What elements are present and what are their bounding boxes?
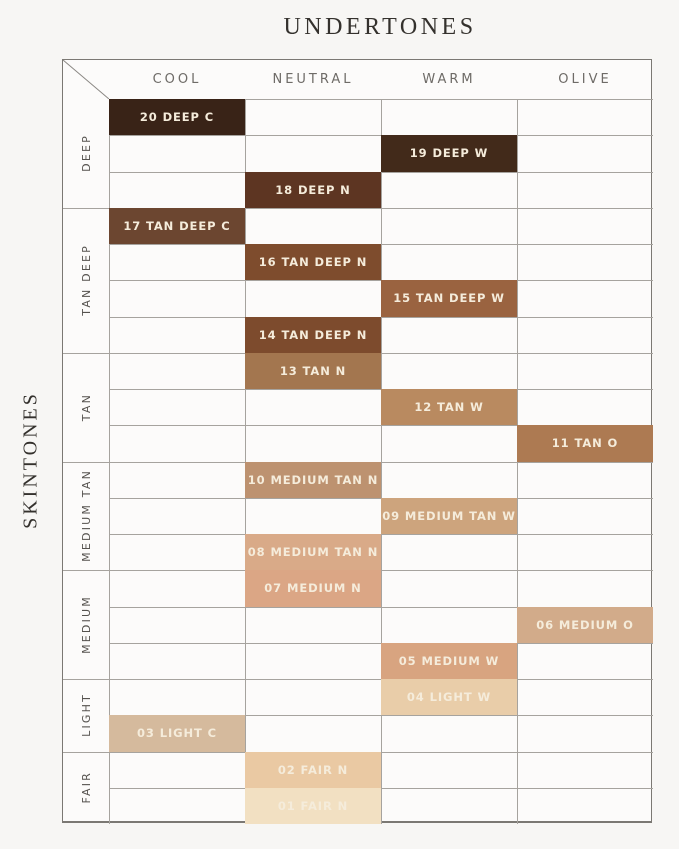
- undertone-header-cool: COOL: [152, 72, 202, 87]
- diagonal-corner-line: [63, 60, 109, 99]
- shade-cell-06-medium-o[interactable]: 06 MEDIUM O: [517, 606, 653, 643]
- shade-cell-14-tan-deep-n[interactable]: 14 TAN DEEP N: [245, 316, 381, 353]
- shade-cell-20-deep-c[interactable]: 20 DEEP C: [109, 99, 245, 136]
- grid-line: [109, 244, 653, 245]
- skintone-group-label: MEDIUM: [79, 595, 93, 655]
- shade-cell-08-medium-tan-n[interactable]: 08 MEDIUM TAN N: [245, 534, 381, 571]
- shade-cell-15-tan-deep-w[interactable]: 15 TAN DEEP W: [381, 280, 517, 317]
- shade-cell-19-deep-w[interactable]: 19 DEEP W: [381, 135, 517, 172]
- shade-cell-12-tan-w[interactable]: 12 TAN W: [381, 389, 517, 426]
- undertone-header-olive: OLIVE: [558, 72, 612, 87]
- skintone-group-label: TAN DEEP: [79, 244, 93, 317]
- undertone-header-warm: WARM: [422, 72, 476, 87]
- shade-cell-18-deep-n[interactable]: 18 DEEP N: [245, 171, 381, 208]
- skintone-group-light: LIGHT: [63, 679, 109, 752]
- skintone-group-label: LIGHT: [79, 693, 93, 738]
- grid-line: [109, 715, 653, 717]
- skintone-group-tan: TAN: [63, 353, 109, 462]
- shade-cell-04-light-w[interactable]: 04 LIGHT W: [381, 679, 517, 716]
- shade-cell-07-medium-n[interactable]: 07 MEDIUM N: [245, 570, 381, 607]
- grid-line: [109, 316, 653, 318]
- skintone-group-label: TAN: [79, 393, 93, 422]
- grid-line: [63, 679, 653, 680]
- shade-cell-05-medium-w[interactable]: 05 MEDIUM W: [381, 642, 517, 679]
- skintone-group-fair: FAIR: [63, 752, 109, 825]
- shade-cell-16-tan-deep-n[interactable]: 16 TAN DEEP N: [245, 244, 381, 281]
- skintone-group-label: MEDIUM TAN: [79, 469, 93, 563]
- skintone-group-medium-tan: MEDIUM TAN: [63, 462, 109, 571]
- undertones-axis-title: UNDERTONES: [283, 14, 477, 40]
- skintone-group-tan-deep: TAN DEEP: [63, 208, 109, 353]
- shade-cell-03-light-c[interactable]: 03 LIGHT C: [109, 715, 245, 752]
- shade-cell-09-medium-tan-w[interactable]: 09 MEDIUM TAN W: [381, 497, 517, 534]
- grid-line: [109, 787, 653, 789]
- shade-grid: COOL NEUTRAL WARM OLIVE DEEP TAN DEEP TAN MEDIU…: [62, 59, 653, 825]
- shade-cell-11-tan-o[interactable]: 11 TAN O: [517, 425, 653, 462]
- shade-cell-01-fair-n[interactable]: 01 FAIR N: [245, 787, 381, 824]
- skintone-group-label: FAIR: [79, 771, 93, 805]
- skintone-group-medium: MEDIUM: [63, 570, 109, 679]
- shade-cell-10-medium-tan-n[interactable]: 10 MEDIUM TAN N: [245, 461, 381, 498]
- grid-line: [109, 425, 653, 427]
- grid-line: [109, 606, 653, 608]
- shade-cell-13-tan-n[interactable]: 13 TAN N: [245, 352, 381, 389]
- grid-line: [63, 207, 653, 209]
- skintone-group-deep: DEEP: [63, 99, 109, 208]
- grid-line: [109, 534, 653, 535]
- skintone-group-label: DEEP: [79, 134, 93, 173]
- skintones-axis-title: SKINTONES: [19, 391, 42, 529]
- undertone-header-neutral: NEUTRAL: [272, 72, 354, 87]
- shade-cell-02-fair-n[interactable]: 02 FAIR N: [245, 751, 381, 788]
- grid-line: [109, 171, 653, 173]
- shade-cell-17-tan-deep-c[interactable]: 17 TAN DEEP C: [109, 207, 245, 244]
